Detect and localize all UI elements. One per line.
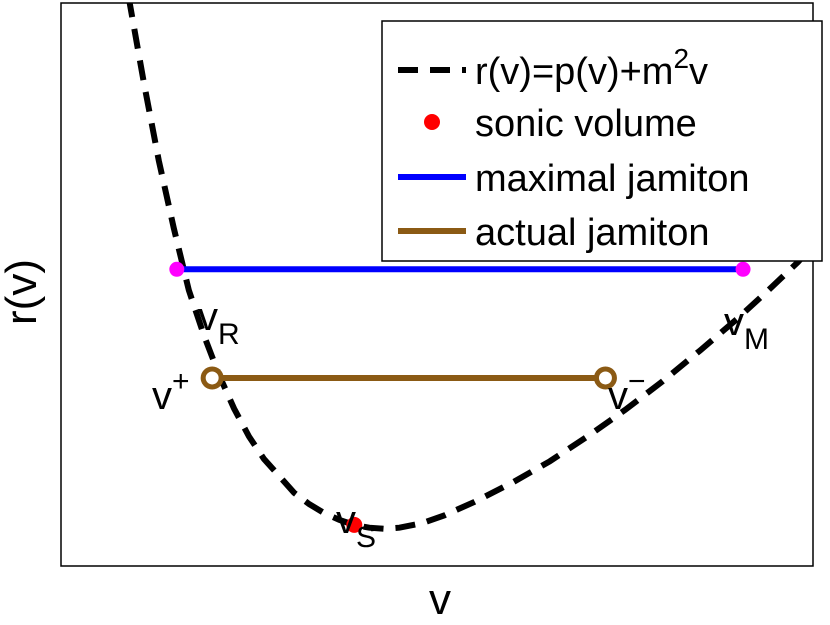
vminus-label: v− xyxy=(608,365,646,418)
vplus-point xyxy=(200,366,224,390)
vM-point xyxy=(735,261,751,277)
legend-curve-label: r(v)=p(v)+m2v xyxy=(475,43,708,93)
vplus-label: v+ xyxy=(152,365,190,418)
legend-sonic-label: sonic volume xyxy=(475,103,697,145)
x-axis-label: v xyxy=(429,575,451,624)
curve-line xyxy=(126,3,813,532)
legend-actual-label: actual jamiton xyxy=(475,212,709,254)
sonic-point xyxy=(346,516,363,533)
legend-sonic-swatch xyxy=(424,114,440,130)
legend-box xyxy=(381,20,823,262)
legend-maximal-label: maximal jamiton xyxy=(475,158,750,200)
vM-label: vM xyxy=(724,300,769,356)
plot-area xyxy=(126,3,813,533)
y-axis-label: r(v) xyxy=(0,259,46,325)
vR-point xyxy=(169,261,185,277)
vR-label: vR xyxy=(198,295,240,351)
vS-label: vS xyxy=(336,498,376,554)
legend: r(v)=p(v)+m2v sonic volume maximal jamit… xyxy=(381,20,823,262)
vminus-point xyxy=(593,366,617,390)
